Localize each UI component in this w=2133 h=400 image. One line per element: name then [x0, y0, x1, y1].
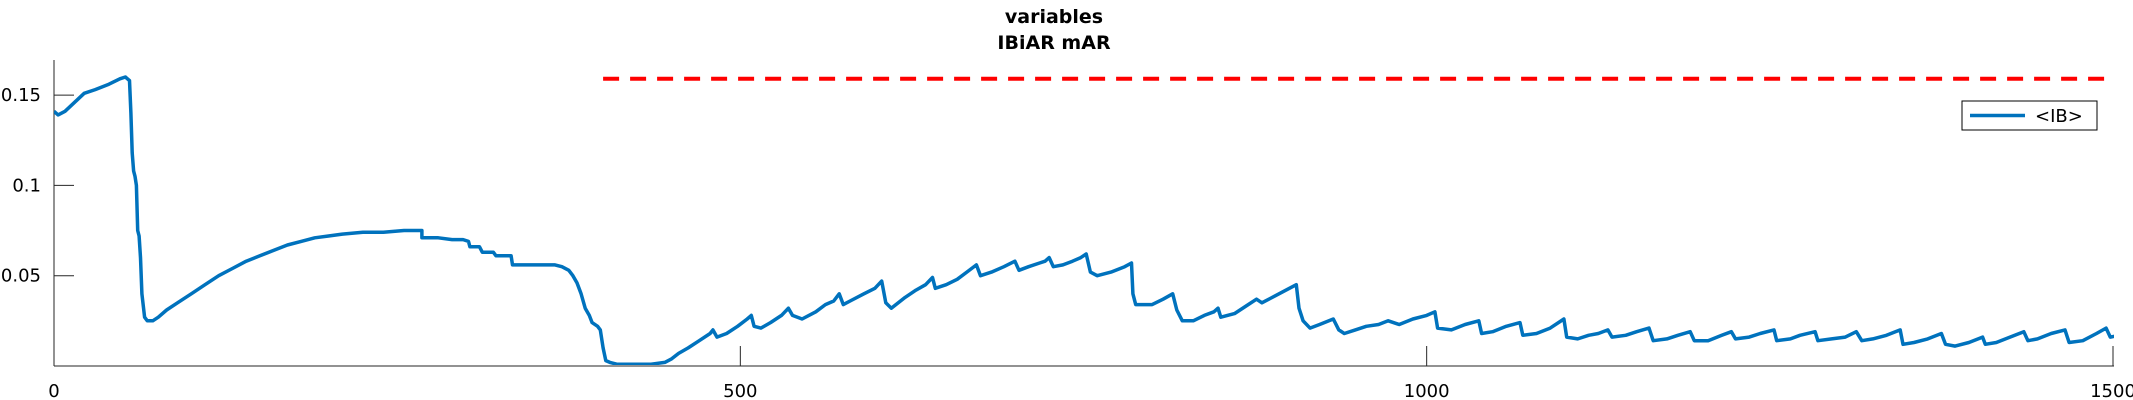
x-tick-label: 0	[48, 381, 59, 400]
series-layer	[54, 75, 2114, 365]
y-tick-label: 0.1	[12, 175, 41, 196]
legend-label: <IB>	[2035, 106, 2083, 127]
axes: 0 500 1000 1500 0.05 0.1 0.15	[1, 60, 2133, 400]
x-tick-label: 500	[723, 381, 757, 400]
chart-title: variables	[1005, 6, 1103, 28]
chart-subtitle: IBiAR mAR	[997, 32, 1111, 54]
y-tick-label: 0.05	[1, 266, 41, 287]
y-tick-label: 0.15	[1, 85, 41, 106]
x-tick-label: 1000	[1404, 381, 1450, 400]
x-tick-label: 1500	[2090, 381, 2133, 400]
series-line-ib	[54, 75, 2114, 365]
legend: <IB>	[1961, 100, 2098, 131]
